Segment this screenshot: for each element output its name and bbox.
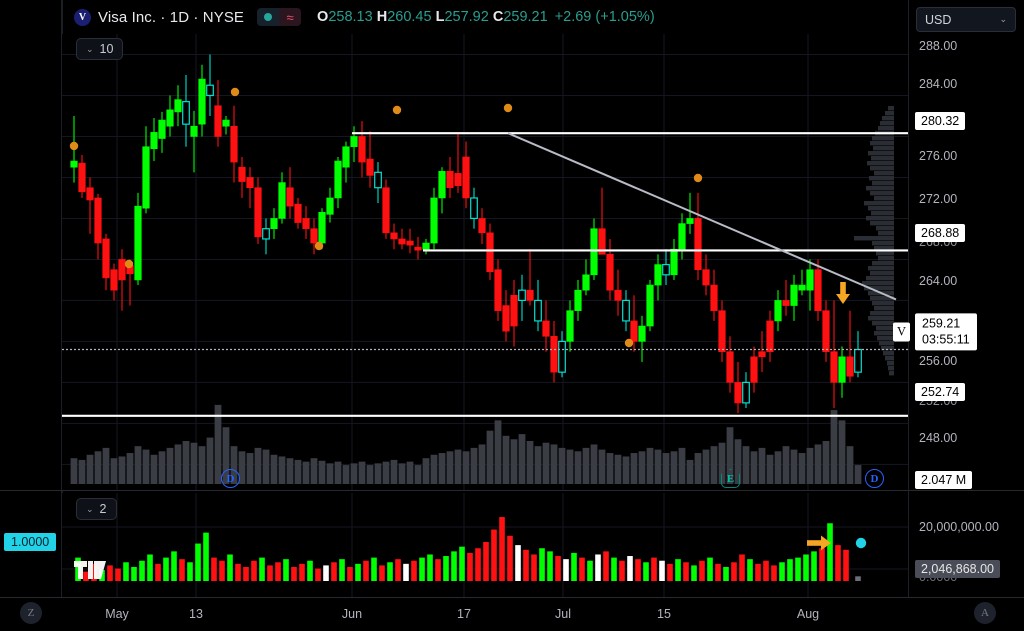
lower-pane-axis[interactable]: 0.000020,000,000.002,046,868.00 (909, 493, 1024, 597)
pane-divider-bottom (0, 597, 1024, 598)
lower-pane-left-value: 1.0000 (4, 533, 57, 551)
lower-axis-tick: 20,000,000.00 (919, 520, 999, 534)
price-axis-tick: 276.00 (919, 149, 958, 163)
time-axis-tick: 15 (657, 607, 671, 621)
lower-value-badge[interactable]: 2,046,868.00 (915, 560, 1000, 578)
indicator-pill-price[interactable]: ⌄ 10 (76, 38, 124, 60)
price-axis-tick: 248.00 (919, 431, 958, 445)
price-axis-tick: 284.00 (919, 77, 958, 91)
pane-divider-top[interactable] (0, 490, 1024, 491)
time-axis-tick: 13 (189, 607, 203, 621)
legend-status-icons: ≈ (257, 8, 302, 26)
time-axis-tick: May (105, 607, 129, 621)
price-axis-tick: 264.00 (919, 274, 958, 288)
symbol-price-tag: V (893, 322, 910, 342)
earnings-marker[interactable]: E (721, 469, 740, 488)
ohlc-values: O 258.13 H 260.45 L 257.92 C 259.21 +2.6… (317, 9, 655, 25)
currency-selector[interactable]: USD ⌄ (916, 7, 1016, 32)
time-axis[interactable]: May 13 Jun 17 Jul 15 Aug (0, 598, 1024, 631)
ohlc-open-value: 258.13 (328, 9, 373, 25)
current-price-value: 259.21 (922, 316, 961, 331)
current-price-badge[interactable]: 259.21 03:55:11 (915, 313, 977, 351)
market-open-dot-icon (257, 8, 280, 26)
ohlc-low-value: 257.92 (444, 9, 489, 25)
indicator-price-label: 10 (99, 42, 114, 56)
currency-value: USD (925, 12, 952, 27)
visa-logo-icon: V (74, 8, 91, 26)
ohlc-high-label: H (376, 9, 388, 25)
price-level-badge[interactable]: 268.88 (915, 224, 966, 242)
bar-countdown: 03:55:11 (922, 332, 970, 346)
time-axis-tick: Jul (555, 607, 571, 621)
time-axis-tick: Jun (341, 607, 363, 621)
chevron-down-icon: ⌄ (999, 14, 1007, 24)
price-axis-tick: 256.00 (919, 354, 958, 368)
price-pane[interactable] (62, 34, 908, 490)
dividend-marker[interactable]: D (221, 469, 240, 488)
time-axis-tick: 17 (457, 607, 471, 621)
wave-icon: ≈ (279, 8, 302, 26)
ohlc-change: +2.69 (+1.05%) (554, 9, 655, 25)
chevron-down-icon: ⌄ (86, 503, 94, 514)
indicator-pill-lower[interactable]: ⌄ 2 (76, 498, 117, 520)
chart-legend: V Visa Inc. · 1D · NYSE ≈ O 258.13 H 260… (62, 0, 1024, 34)
ohlc-close-label: C (492, 9, 504, 25)
left-toolbar-strip[interactable] (0, 0, 62, 597)
ohlc-high-value: 260.45 (387, 9, 432, 25)
timezone-badge[interactable]: Z (20, 602, 42, 624)
price-level-badge[interactable]: 252.74 (915, 383, 966, 401)
ohlc-close-value: 259.21 (503, 9, 548, 25)
price-axis-tick: 272.00 (919, 192, 958, 206)
auto-scale-badge[interactable]: A (974, 602, 996, 624)
price-level-badge[interactable]: 280.32 (915, 112, 966, 130)
ohlc-open-label: O (317, 9, 329, 25)
chevron-down-icon: ⌄ (86, 43, 94, 54)
lower-indicator-pane[interactable] (62, 493, 908, 597)
price-axis-tick: 288.00 (919, 39, 958, 53)
price-axis[interactable]: 280.00268.00260.00252.00288.00284.00276.… (893, 34, 1024, 490)
time-axis-tick: Aug (796, 607, 820, 621)
dividend-marker[interactable]: D (865, 469, 884, 488)
price-axis-divider (908, 0, 909, 597)
symbol-title[interactable]: Visa Inc. · 1D · NYSE (98, 8, 245, 26)
ohlc-low-label: L (435, 9, 445, 25)
volume-value-badge[interactable]: 2.047 M (915, 471, 973, 489)
indicator-lower-label: 2 (99, 502, 107, 516)
tradingview-logo-icon (74, 561, 106, 579)
